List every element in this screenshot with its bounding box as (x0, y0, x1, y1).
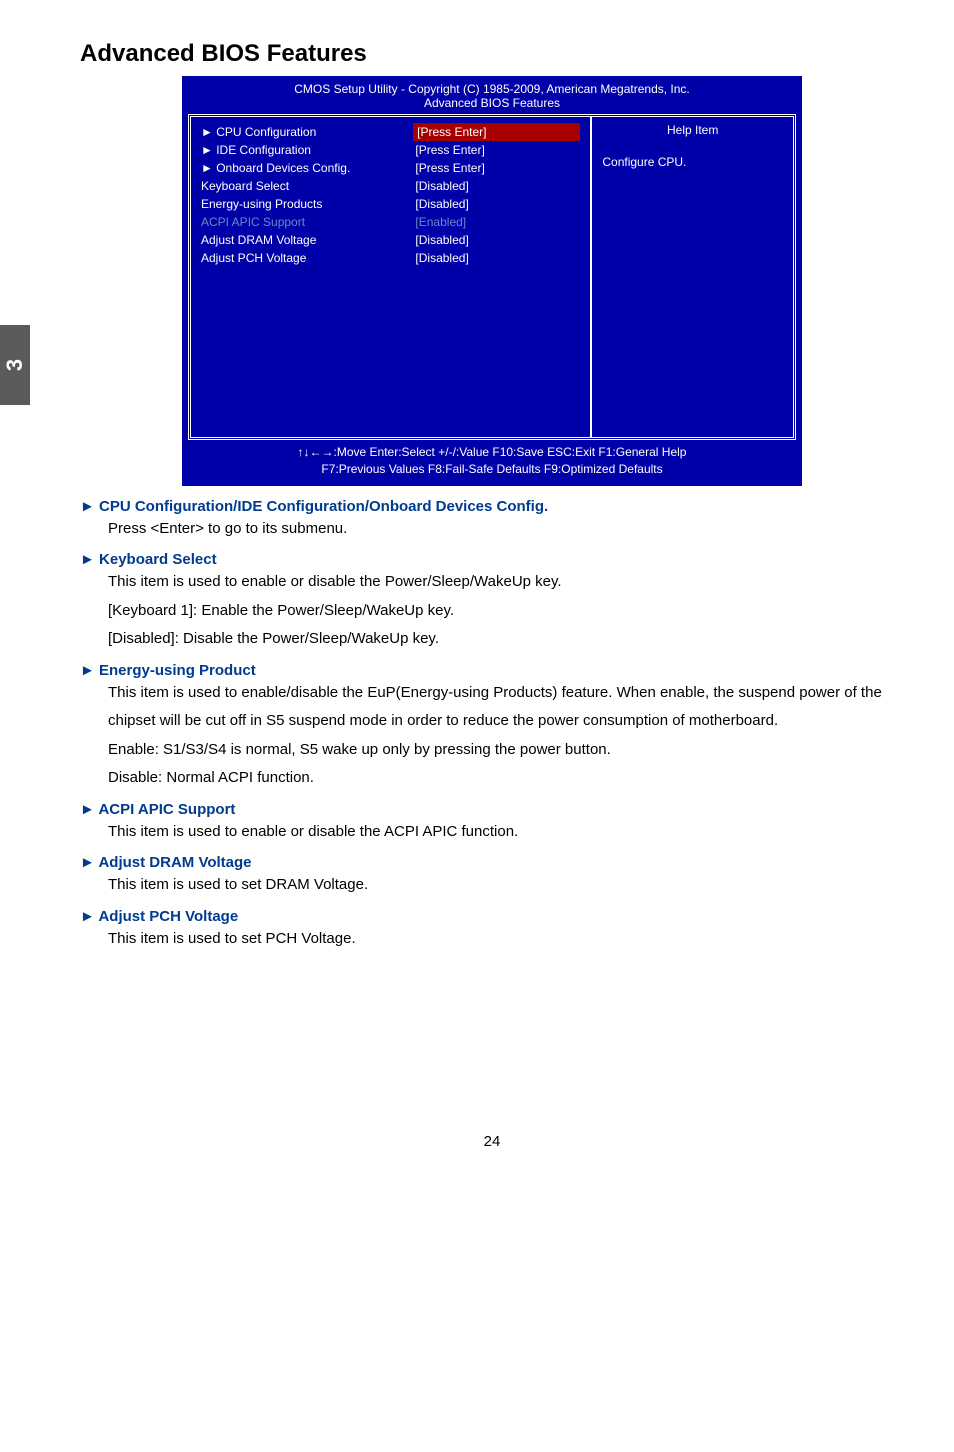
bios-row-label: ACPI APIC Support (201, 213, 415, 231)
bios-menu-row: ACPI APIC Support[Enabled] (201, 213, 580, 231)
section-body-line: This item is used to enable or disable t… (108, 818, 904, 847)
bios-menu-row: ► IDE Configuration[Press Enter] (201, 141, 580, 159)
section-body-line: This item is used to enable or disable t… (108, 568, 904, 597)
bios-row-value: [Disabled] (415, 177, 580, 195)
bios-menu-list: ► CPU Configuration[Press Enter]► IDE Co… (191, 117, 590, 437)
bios-footer-line2: F7:Previous Values F8:Fail-Safe Defaults… (190, 461, 794, 478)
bios-header: CMOS Setup Utility - Copyright (C) 1985-… (184, 78, 800, 114)
page-title: Advanced BIOS Features (80, 40, 904, 68)
bios-menu-row: ► CPU Configuration[Press Enter] (201, 123, 580, 141)
bios-row-value: [Press Enter] (415, 141, 580, 159)
bios-row-value: [Disabled] (415, 195, 580, 213)
section-body-line: Press <Enter> to go to its submenu. (108, 515, 904, 544)
page-number: 24 (80, 1133, 904, 1150)
page-content: Advanced BIOS Features CMOS Setup Utilit… (80, 40, 904, 1150)
section-body-line: Disable: Normal ACPI function. (108, 764, 904, 793)
section-body-line: This item is used to enable/disable the … (108, 679, 904, 736)
bios-screenshot: CMOS Setup Utility - Copyright (C) 1985-… (182, 76, 802, 486)
bios-row-value: [Enabled] (415, 213, 580, 231)
bios-footer: ↑↓←→:Move Enter:Select +/-/:Value F10:Sa… (184, 440, 800, 484)
bios-main-panel: ► CPU Configuration[Press Enter]► IDE Co… (188, 114, 796, 440)
section-heading: ► Adjust PCH Voltage (80, 908, 904, 925)
bios-menu-row: Keyboard Select[Disabled] (201, 177, 580, 195)
bios-row-value: [Press Enter] (413, 123, 580, 141)
section-heading: ► Energy-using Product (80, 662, 904, 679)
bios-row-value: [Press Enter] (415, 159, 580, 177)
bios-header-line1: CMOS Setup Utility - Copyright (C) 1985-… (184, 82, 800, 96)
section-body-line: This item is used to set DRAM Voltage. (108, 871, 904, 900)
bios-row-value: [Disabled] (415, 231, 580, 249)
section-heading: ► Adjust DRAM Voltage (80, 854, 904, 871)
bios-help-panel: Help Item Configure CPU. (590, 117, 793, 437)
bios-row-label: ► IDE Configuration (201, 141, 415, 159)
bios-menu-row: ► Onboard Devices Config.[Press Enter] (201, 159, 580, 177)
bios-row-label: Energy-using Products (201, 195, 415, 213)
section-heading: ► Keyboard Select (80, 551, 904, 568)
description-sections: ► CPU Configuration/IDE Configuration/On… (80, 498, 904, 954)
section-heading: ► ACPI APIC Support (80, 801, 904, 818)
section-body-line: [Disabled]: Disable the Power/Sleep/Wake… (108, 625, 904, 654)
section-body-line: This item is used to set PCH Voltage. (108, 925, 904, 954)
section-heading: ► CPU Configuration/IDE Configuration/On… (80, 498, 904, 515)
bios-row-value: [Disabled] (415, 249, 580, 267)
bios-row-label: ► Onboard Devices Config. (201, 159, 415, 177)
chapter-tab: 3 (0, 325, 30, 405)
bios-row-label: Adjust PCH Voltage (201, 249, 415, 267)
bios-header-line2: Advanced BIOS Features (184, 96, 800, 110)
bios-help-text: Configure CPU. (602, 155, 783, 169)
bios-menu-row: Energy-using Products[Disabled] (201, 195, 580, 213)
bios-menu-row: Adjust PCH Voltage[Disabled] (201, 249, 580, 267)
bios-row-label: Adjust DRAM Voltage (201, 231, 415, 249)
bios-row-label: Keyboard Select (201, 177, 415, 195)
bios-footer-line1: ↑↓←→:Move Enter:Select +/-/:Value F10:Sa… (190, 444, 794, 461)
bios-row-label: ► CPU Configuration (201, 123, 413, 141)
bios-help-title: Help Item (602, 123, 783, 137)
chapter-number: 3 (2, 359, 28, 371)
section-body-line: Enable: S1/S3/S4 is normal, S5 wake up o… (108, 736, 904, 765)
bios-menu-row: Adjust DRAM Voltage[Disabled] (201, 231, 580, 249)
section-body-line: [Keyboard 1]: Enable the Power/Sleep/Wak… (108, 597, 904, 626)
